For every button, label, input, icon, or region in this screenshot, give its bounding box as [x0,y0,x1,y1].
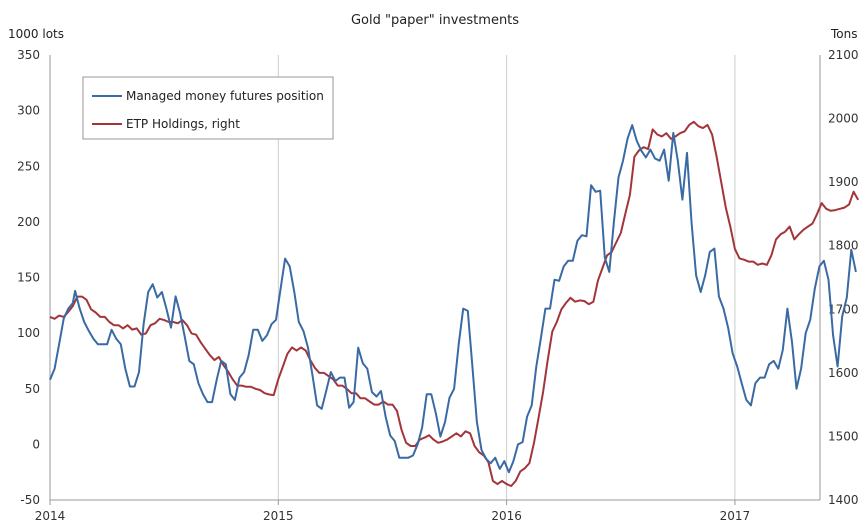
y-left-tick-label: 100 [17,326,40,340]
x-tick-labels: 2014 2015 2016 2017 [35,500,750,523]
legend-label-managed: Managed money futures position [126,89,324,103]
y-left-tick-label: -50 [20,493,40,507]
right-axis-unit: Tons [830,27,858,41]
y-left-tick-label: 200 [17,215,40,229]
x-tick-label: 2017 [720,509,751,523]
y-left-tick-label: 350 [17,48,40,62]
legend-label-etp: ETP Holdings, right [126,117,240,131]
chart-title: Gold "paper" investments [351,13,519,28]
y-left-tick-label: 0 [32,437,40,451]
y-right-tick-label: 1900 [828,175,859,189]
y-right-tick-label: 2000 [828,112,859,126]
vertical-gridlines [277,55,736,500]
y-right-tick-label: 1500 [828,429,859,443]
y-right-tick-label: 1800 [828,239,859,253]
y-right-tick-label: 1400 [828,493,859,507]
x-tick-label: 2016 [491,509,522,523]
series-line-etp-holdings [49,120,860,487]
x-tick-label: 2015 [263,509,294,523]
legend: Managed money futures position ETP Holdi… [82,76,334,140]
x-tick-label: 2014 [35,509,66,523]
y-left-tick-label: 150 [17,271,40,285]
y-left-tick-label: 300 [17,104,40,118]
y-left-tick-label: 250 [17,159,40,173]
series-line-managed-money [49,124,857,474]
legend-box [82,76,334,140]
y-right-tick-label: 2100 [828,48,859,62]
y-right-tick-label: 1600 [828,366,859,380]
left-axis-unit: 1000 lots [8,27,64,41]
y-left-tick-label: 50 [25,382,40,396]
left-tick-labels: 350 300 250 200 150 100 50 0 -50 [17,48,40,507]
